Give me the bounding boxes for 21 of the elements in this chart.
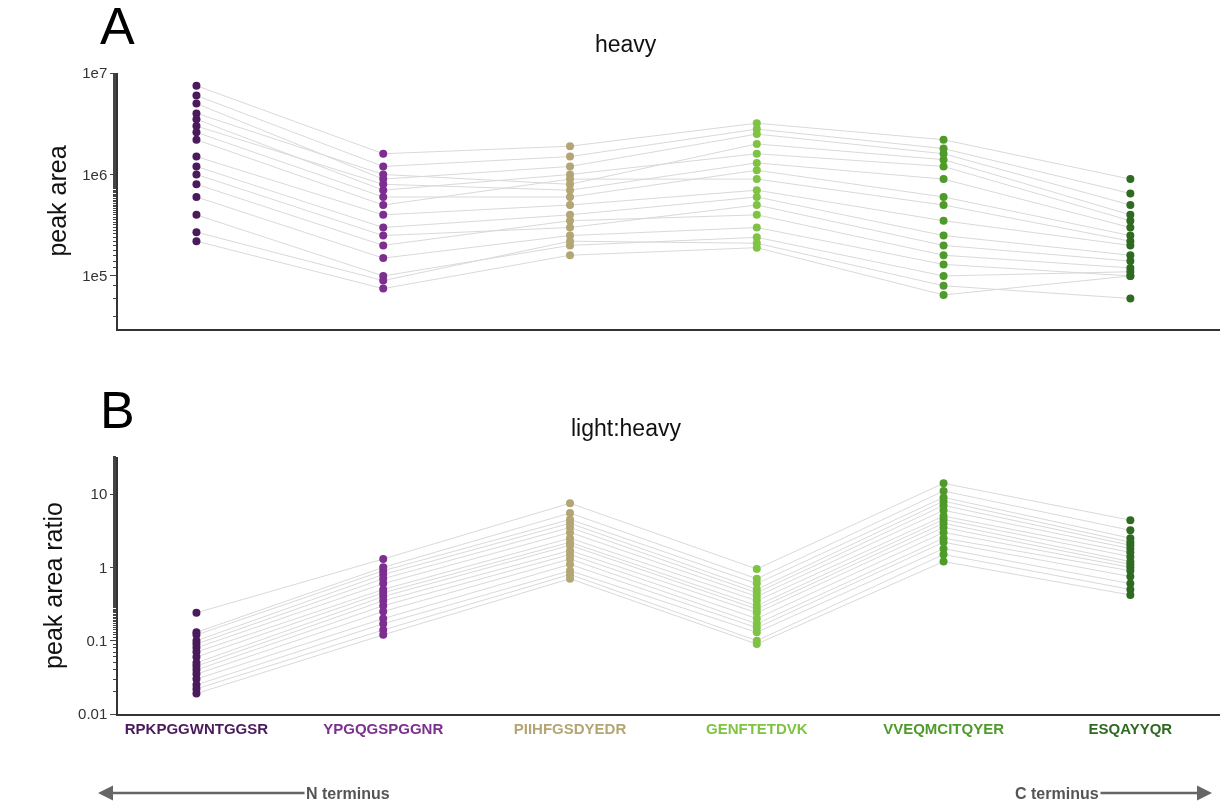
x-tick-label: GENFTETDVK (705, 719, 808, 737)
y-tick-label: 1e6 (82, 165, 108, 183)
chart-title: heavy (595, 31, 657, 57)
y-tick-label: 0.01 (78, 705, 108, 723)
text: B (100, 381, 135, 439)
y-tick-label: 1 (98, 558, 108, 576)
chart-title: light:heavy (571, 415, 682, 441)
x-tick-label: PIIHFGSDYEDR (513, 719, 627, 737)
text: A (100, 0, 135, 55)
y-tick-label: 1e7 (82, 64, 108, 82)
y-tick-label: 10 (90, 485, 108, 503)
text: C terminus (1015, 785, 1099, 802)
y-axis-title: peak area (43, 145, 72, 257)
y-tick-label: 0.1 (86, 631, 108, 649)
y-axis-title: peak area ratio (39, 502, 68, 669)
x-tick-label: ESQAYYQR (1088, 719, 1173, 737)
text: N terminus (306, 785, 390, 802)
x-tick-label: VVEQMCITQYER (883, 719, 1005, 737)
x-tick-label: YPGQGSPGGNR (323, 719, 444, 737)
y-tick-label: 1e5 (82, 267, 108, 285)
x-tick-label: RPKPGGWNTGGSR (124, 719, 269, 737)
